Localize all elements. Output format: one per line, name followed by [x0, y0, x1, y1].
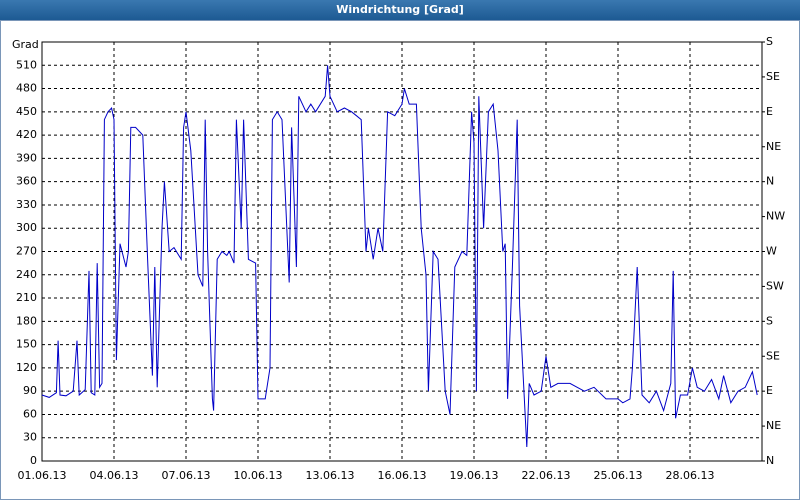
y2-tick-label: S	[766, 35, 773, 48]
y2-tick-label: SE	[766, 70, 780, 83]
data-line	[41, 65, 758, 448]
x-tick-label: 04.06.13	[90, 469, 139, 482]
y-tick-label: 450	[16, 105, 37, 118]
x-tick-label: 10.06.13	[234, 469, 283, 482]
y2-tick-label: W	[766, 245, 777, 258]
y-tick-label: 210	[16, 291, 37, 304]
chart-title: Windrichtung [Grad]	[336, 3, 464, 16]
title-bar	[0, 0, 800, 20]
y2-tick-label: E	[766, 105, 773, 118]
y-tick-label: 180	[16, 314, 37, 327]
y-tick-label: 330	[16, 198, 37, 211]
y-tick-label: 270	[16, 245, 37, 258]
y-tick-label: 420	[16, 128, 37, 141]
x-tick-label: 22.06.13	[522, 469, 571, 482]
y-tick-label: 150	[16, 338, 37, 351]
y2-tick-label: N	[766, 454, 774, 467]
y2-tick-label: E	[766, 384, 773, 397]
y2-tick-label: SE	[766, 349, 780, 362]
y-tick-label: 510	[16, 58, 37, 71]
y2-tick-label: NE	[766, 419, 781, 432]
y-tick-label: 390	[16, 151, 37, 164]
y-tick-label: 60	[23, 407, 37, 420]
y-tick-label: 90	[23, 384, 37, 397]
y2-tick-label: N	[766, 175, 774, 188]
x-tick-label: 07.06.13	[162, 469, 211, 482]
y-axis-label: Grad	[12, 38, 39, 51]
x-tick-label: 19.06.13	[450, 469, 499, 482]
y-tick-label: 0	[30, 454, 37, 467]
x-tick-label: 01.06.13	[18, 469, 67, 482]
y-tick-label: 30	[23, 431, 37, 444]
y-tick-label: 360	[16, 175, 37, 188]
y-tick-label: 240	[16, 268, 37, 281]
y-tick-label: 120	[16, 361, 37, 374]
x-tick-label: 16.06.13	[378, 469, 427, 482]
y-tick-label: 300	[16, 221, 37, 234]
y2-tick-label: S	[766, 314, 773, 327]
y2-tick-label: NE	[766, 140, 781, 153]
y-tick-label: 480	[16, 82, 37, 95]
x-tick-label: 28.06.13	[666, 469, 715, 482]
y2-tick-label: SW	[766, 279, 784, 292]
y2-tick-label: NW	[766, 210, 785, 223]
x-tick-label: 13.06.13	[306, 469, 355, 482]
x-tick-label: 25.06.13	[594, 469, 643, 482]
